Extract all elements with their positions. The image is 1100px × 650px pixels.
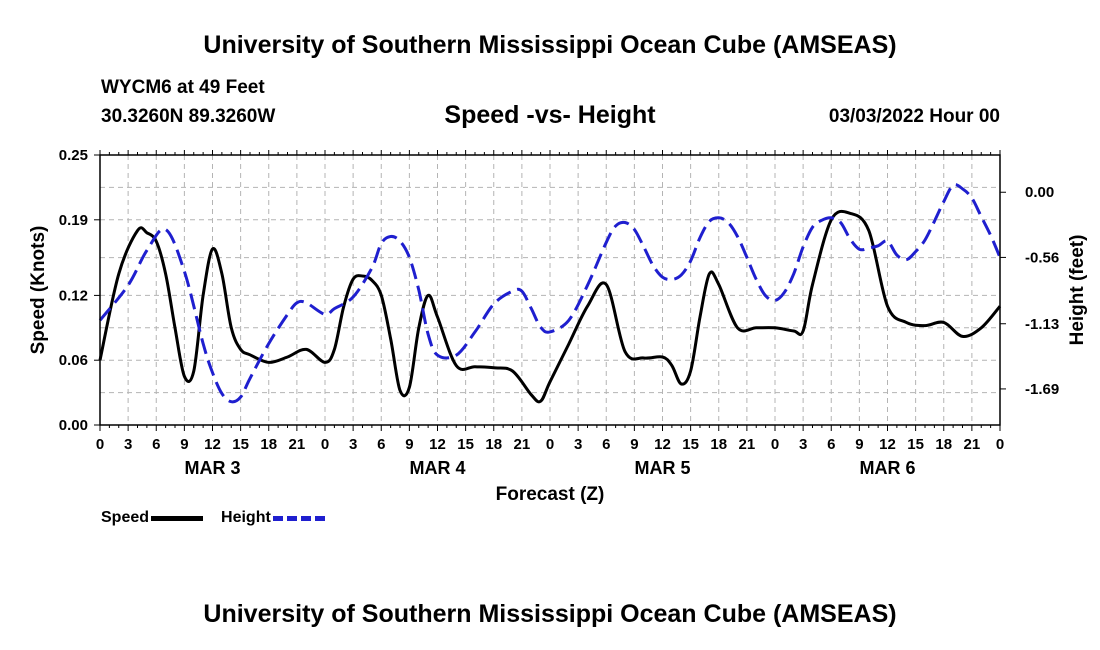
x-tick-label: 12 <box>429 436 446 453</box>
legend-speed-swatch <box>151 515 204 521</box>
x-tick-label: 18 <box>935 436 952 453</box>
y2-tick-label: 0.00 <box>1025 184 1054 201</box>
station-label: WYCM6 at 49 Feet <box>101 77 265 98</box>
x-tick-label: 21 <box>964 436 981 453</box>
x-tick-label: 12 <box>654 436 671 453</box>
x-tick-label: 6 <box>152 436 160 453</box>
x-tick-label: 15 <box>682 436 699 453</box>
day-label: MAR 5 <box>634 458 690 478</box>
chart-subtitle: Speed -vs- Height <box>444 101 656 129</box>
forecast-datetime: 03/03/2022 Hour 00 <box>828 106 1000 127</box>
x-tick-label: 21 <box>514 436 531 453</box>
main-title: University of Southern Mississippi Ocean… <box>203 31 897 59</box>
speed-series-line <box>98 209 1002 404</box>
y-tick-label: 0.25 <box>59 147 88 164</box>
x-tick-label: 18 <box>260 436 277 453</box>
legend: Speed Height <box>101 509 343 527</box>
x-tick-label: 3 <box>349 436 357 453</box>
y-tick-label: 0.06 <box>59 352 88 369</box>
x-tick-label: 6 <box>377 436 385 453</box>
x-tick-label: 9 <box>630 436 638 453</box>
y-tick-label: 0.12 <box>59 287 88 304</box>
x-tick-label: 3 <box>799 436 807 453</box>
day-label: MAR 3 <box>184 458 240 478</box>
x-tick-label: 9 <box>405 436 413 453</box>
y-tick-label: 0.00 <box>59 417 88 434</box>
y2-tick-label: -1.13 <box>1025 316 1059 333</box>
x-axis-title: Forecast (Z) <box>496 484 605 505</box>
x-tick-label: 0 <box>996 436 1004 453</box>
x-tick-label: 0 <box>771 436 779 453</box>
legend-speed-label: Speed <box>101 509 150 526</box>
x-tick-label: 21 <box>289 436 306 453</box>
y-tick-label: 0.19 <box>59 212 88 229</box>
y2-tick-label: -0.56 <box>1025 249 1059 266</box>
x-tick-label: 18 <box>485 436 502 453</box>
x-tick-label: 3 <box>124 436 132 453</box>
x-tick-label: 0 <box>321 436 329 453</box>
x-tick-label: 12 <box>879 436 896 453</box>
x-tick-label: 0 <box>96 436 104 453</box>
x-tick-label: 0 <box>546 436 554 453</box>
x-tick-label: 18 <box>710 436 727 453</box>
y2-axis-title: Height (feet) <box>1067 235 1088 346</box>
series-group <box>98 183 1002 404</box>
axis-labels: 0 3 6 9 12 15 18 21 0 3 6 9 12 15 18 21 0 3 6 9 12 15 18 21 0 3 6 9… <box>59 147 1059 478</box>
x-tick-label: 9 <box>180 436 188 453</box>
day-label: MAR 6 <box>859 458 915 478</box>
x-tick-label: 15 <box>457 436 474 453</box>
x-tick-label: 6 <box>602 436 610 453</box>
x-tick-label: 6 <box>827 436 835 453</box>
x-tick-label: 12 <box>204 436 221 453</box>
x-tick-label: 9 <box>855 436 863 453</box>
grid-lines <box>100 155 1000 425</box>
height-series-line <box>98 183 1002 404</box>
legend-height-swatch <box>272 515 325 521</box>
y2-tick-label: -1.69 <box>1025 381 1059 398</box>
x-tick-label: 15 <box>232 436 249 453</box>
x-tick-label: 3 <box>574 436 582 453</box>
coordinates-label: 30.3260N 89.3260W <box>101 106 276 127</box>
legend-height-label: Height <box>221 509 271 526</box>
day-label: MAR 4 <box>409 458 465 478</box>
y-axis-title: Speed (Knots) <box>28 226 49 355</box>
footer-title: University of Southern Mississippi Ocean… <box>203 600 897 628</box>
x-tick-label: 15 <box>907 436 924 453</box>
plot-frame <box>99 154 1001 426</box>
x-tick-label: 21 <box>739 436 756 453</box>
